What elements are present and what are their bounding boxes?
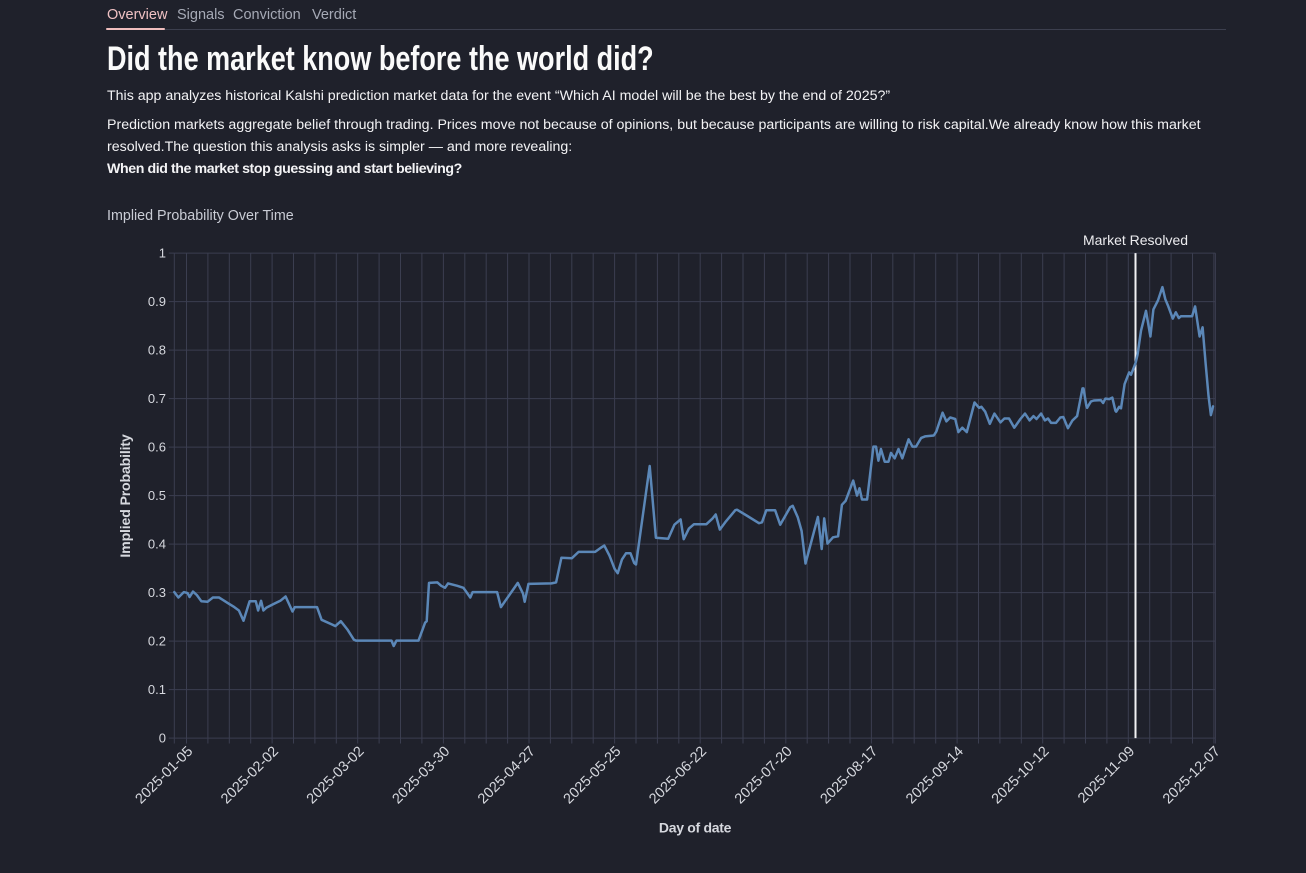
svg-text:0: 0 — [159, 731, 166, 746]
svg-text:0.7: 0.7 — [148, 391, 166, 406]
svg-text:2025-01-05: 2025-01-05 — [133, 744, 197, 808]
svg-text:0.3: 0.3 — [148, 585, 166, 600]
svg-text:Implied Probability: Implied Probability — [118, 434, 134, 557]
svg-text:2025-12-07: 2025-12-07 — [1160, 744, 1224, 808]
svg-text:2025-03-02: 2025-03-02 — [304, 744, 368, 808]
svg-text:2025-06-22: 2025-06-22 — [646, 744, 710, 808]
svg-text:2025-08-17: 2025-08-17 — [817, 744, 881, 808]
svg-text:1: 1 — [159, 246, 166, 261]
svg-text:2025-02-02: 2025-02-02 — [218, 744, 282, 808]
svg-text:2025-03-30: 2025-03-30 — [389, 744, 453, 808]
svg-text:2025-11-09: 2025-11-09 — [1075, 744, 1138, 807]
svg-text:2025-04-27: 2025-04-27 — [475, 744, 539, 808]
svg-text:2025-05-25: 2025-05-25 — [561, 744, 625, 808]
svg-text:0.5: 0.5 — [148, 488, 166, 503]
svg-text:0.2: 0.2 — [148, 634, 166, 649]
svg-text:0.6: 0.6 — [148, 440, 166, 455]
svg-text:0.1: 0.1 — [148, 682, 166, 697]
svg-text:0.9: 0.9 — [148, 294, 166, 309]
svg-text:Market Resolved: Market Resolved — [1083, 232, 1188, 248]
svg-text:2025-09-14: 2025-09-14 — [903, 744, 967, 808]
svg-text:Day of date: Day of date — [659, 820, 732, 836]
svg-text:2025-07-20: 2025-07-20 — [732, 744, 796, 808]
svg-text:2025-10-12: 2025-10-12 — [989, 744, 1053, 808]
svg-text:0.8: 0.8 — [148, 343, 166, 358]
svg-text:0.4: 0.4 — [148, 537, 166, 552]
